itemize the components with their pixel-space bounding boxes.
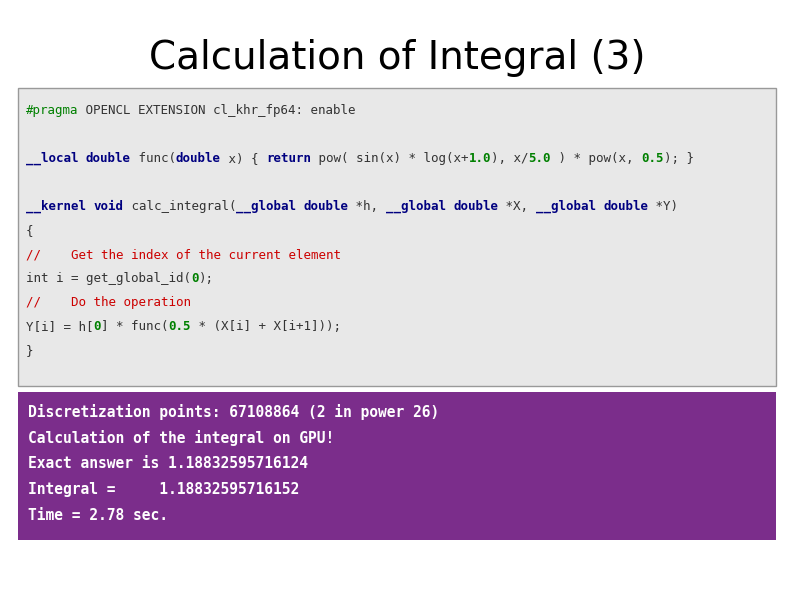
Text: Y[i] = h[: Y[i] = h[ xyxy=(26,320,94,333)
Text: __global: __global xyxy=(386,200,446,214)
Text: Calculation of the integral on GPU!: Calculation of the integral on GPU! xyxy=(28,430,334,446)
Text: return: return xyxy=(266,152,311,165)
Text: pow( sin(x) * log(x+: pow( sin(x) * log(x+ xyxy=(311,152,468,165)
Text: Integral =     1.18832595716152: Integral = 1.18832595716152 xyxy=(28,482,299,497)
Text: __global: __global xyxy=(236,200,296,214)
Text: ), x/: ), x/ xyxy=(491,152,529,165)
Text: 5.0: 5.0 xyxy=(529,152,551,165)
Text: //    Do the operation: // Do the operation xyxy=(26,296,191,309)
Text: 0.5: 0.5 xyxy=(641,152,664,165)
Text: x) {: x) { xyxy=(221,152,266,165)
Text: 0: 0 xyxy=(191,272,198,285)
Text: calc_integral(: calc_integral( xyxy=(124,200,236,213)
Text: *h,: *h, xyxy=(349,200,386,213)
Text: double: double xyxy=(453,200,499,213)
Text: ); }: ); } xyxy=(664,152,693,165)
Text: __global: __global xyxy=(536,200,596,214)
Text: int i = get_global_id(: int i = get_global_id( xyxy=(26,272,191,285)
Text: __local: __local xyxy=(26,152,79,165)
Bar xyxy=(18,392,776,540)
Text: Discretization points: 67108864 (2 in power 26): Discretization points: 67108864 (2 in po… xyxy=(28,404,439,420)
Text: __kernel: __kernel xyxy=(26,200,86,214)
Text: );: ); xyxy=(198,272,214,285)
Text: double: double xyxy=(303,200,349,213)
Text: *Y): *Y) xyxy=(649,200,679,213)
Text: Calculation of Integral (3): Calculation of Integral (3) xyxy=(148,39,646,77)
Text: 0: 0 xyxy=(94,320,101,333)
Text: *X,: *X, xyxy=(499,200,536,213)
Text: Time = 2.78 sec.: Time = 2.78 sec. xyxy=(28,508,168,523)
Text: 0.5: 0.5 xyxy=(168,320,191,333)
Text: ] * func(: ] * func( xyxy=(101,320,168,333)
Text: 1.0: 1.0 xyxy=(468,152,491,165)
Text: func(: func( xyxy=(131,152,176,165)
Text: Exact answer is 1.18832595716124: Exact answer is 1.18832595716124 xyxy=(28,456,308,471)
Text: //    Get the index of the current element: // Get the index of the current element xyxy=(26,248,341,261)
Text: double: double xyxy=(176,152,221,165)
Text: }: } xyxy=(26,344,33,357)
Text: * (X[i] + X[i+1]));: * (X[i] + X[i+1])); xyxy=(191,320,341,333)
Text: void: void xyxy=(94,200,124,213)
Text: OPENCL EXTENSION cl_khr_fp64: enable: OPENCL EXTENSION cl_khr_fp64: enable xyxy=(79,104,356,117)
Text: #pragma: #pragma xyxy=(26,104,79,117)
Text: {: { xyxy=(26,224,33,237)
Text: ) * pow(x,: ) * pow(x, xyxy=(551,152,641,165)
Text: double: double xyxy=(86,152,131,165)
Bar xyxy=(18,88,776,386)
Text: double: double xyxy=(603,200,649,213)
